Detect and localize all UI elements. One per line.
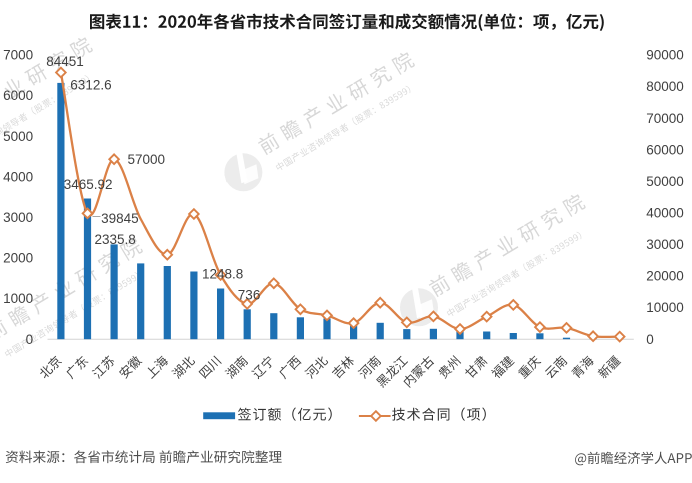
svg-text:1248.8: 1248.8 bbox=[202, 267, 243, 282]
svg-text:1000: 1000 bbox=[3, 291, 33, 306]
svg-text:0: 0 bbox=[646, 332, 654, 347]
svg-text:2335.8: 2335.8 bbox=[95, 232, 136, 247]
svg-text:39845: 39845 bbox=[101, 211, 139, 226]
svg-text:70000: 70000 bbox=[646, 111, 684, 126]
svg-text:6000: 6000 bbox=[3, 88, 33, 103]
svg-text:3465.92: 3465.92 bbox=[64, 177, 113, 192]
svg-text:3000: 3000 bbox=[3, 210, 33, 225]
svg-text:736: 736 bbox=[238, 287, 261, 302]
svg-text:5000: 5000 bbox=[3, 129, 33, 144]
svg-text:84451: 84451 bbox=[46, 54, 84, 69]
svg-text:7000: 7000 bbox=[3, 48, 33, 63]
svg-text:2000: 2000 bbox=[3, 251, 33, 266]
svg-text:80000: 80000 bbox=[646, 79, 684, 94]
svg-text:57000: 57000 bbox=[128, 152, 166, 167]
svg-text:20000: 20000 bbox=[646, 269, 684, 284]
svg-text:50000: 50000 bbox=[646, 174, 684, 189]
svg-text:4000: 4000 bbox=[3, 169, 33, 184]
svg-text:6312.6: 6312.6 bbox=[70, 78, 111, 93]
svg-text:90000: 90000 bbox=[646, 48, 684, 63]
svg-text:40000: 40000 bbox=[646, 206, 684, 221]
svg-text:0: 0 bbox=[26, 332, 34, 347]
svg-text:10000: 10000 bbox=[646, 300, 684, 315]
svg-text:60000: 60000 bbox=[646, 142, 684, 157]
svg-text:30000: 30000 bbox=[646, 237, 684, 252]
